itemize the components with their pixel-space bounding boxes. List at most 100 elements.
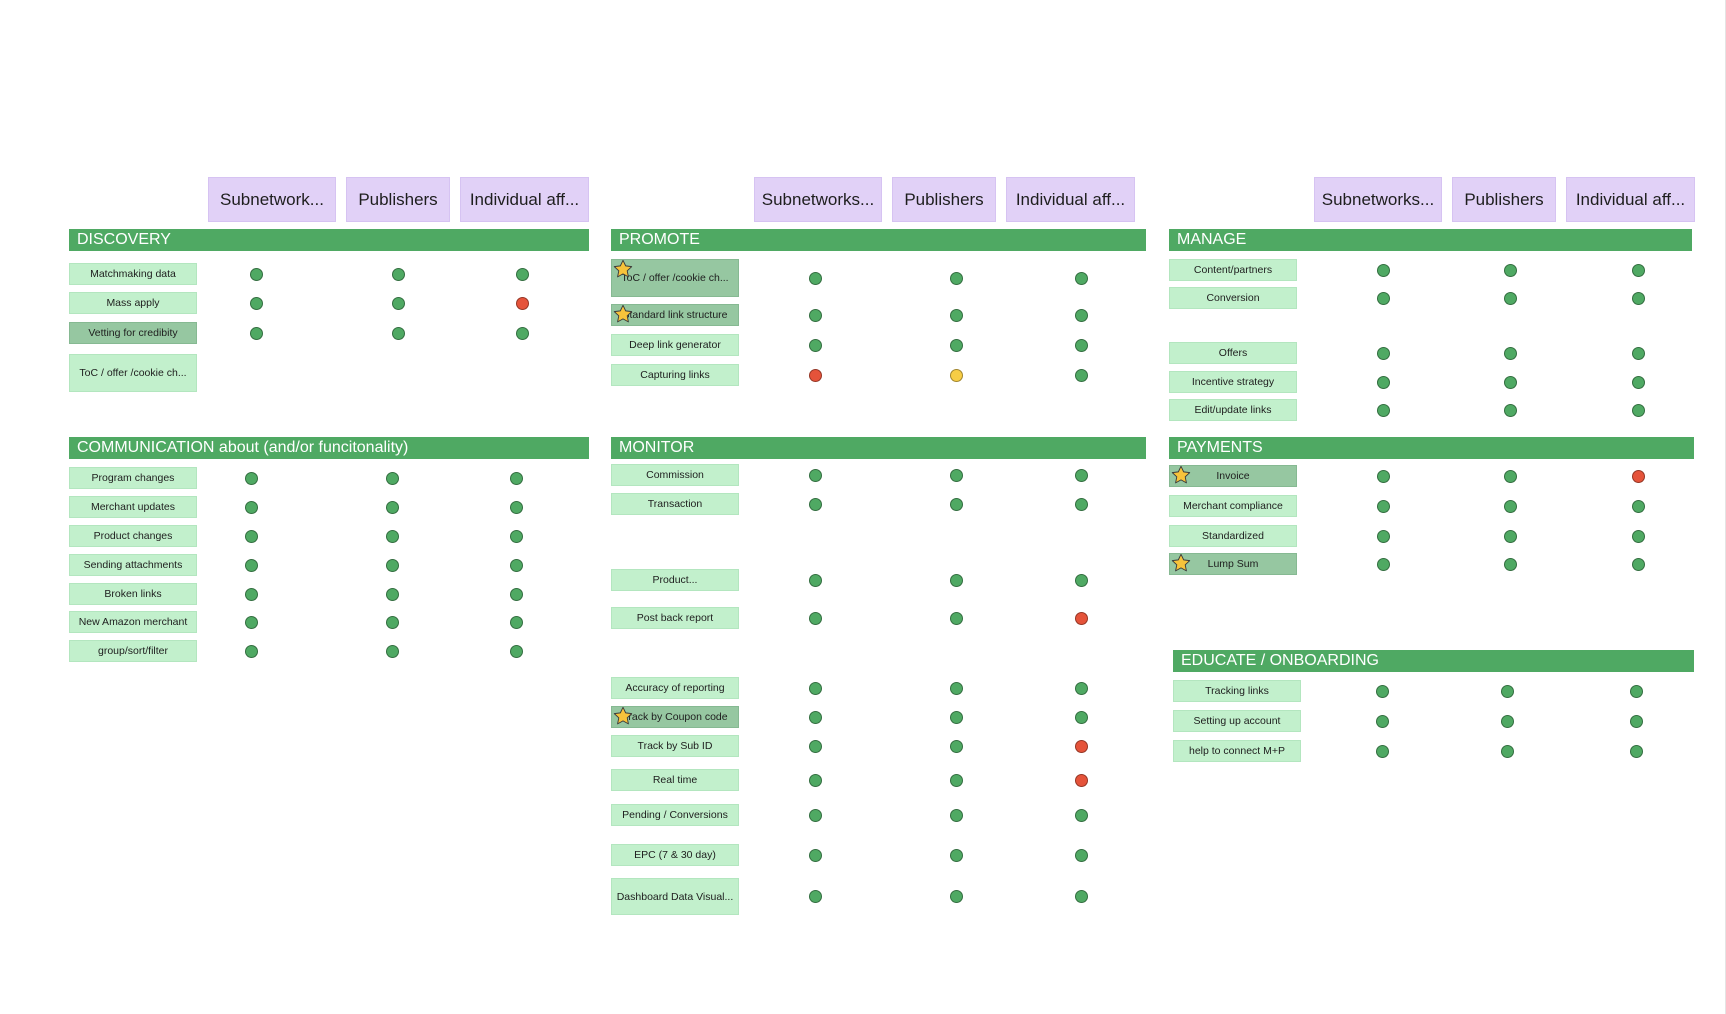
sticky-note[interactable]: ToC / offer /cookie ch... [611, 259, 739, 297]
sticky-note[interactable]: ToC / offer /cookie ch... [69, 354, 197, 392]
sticky-note[interactable]: Product changes [69, 525, 197, 547]
status-dot-red [808, 368, 822, 382]
sticky-note[interactable]: Deep link generator [611, 334, 739, 356]
status-dot-green [1074, 338, 1088, 352]
sticky-note[interactable]: Matchmaking data [69, 263, 197, 285]
sticky-note[interactable]: Track by Sub ID [611, 735, 739, 757]
sticky-note[interactable]: Lump Sum [1169, 553, 1297, 575]
sticky-note[interactable]: Transaction [611, 493, 739, 515]
sticky-note[interactable]: Program changes [69, 467, 197, 489]
sticky-note[interactable]: group/sort/filter [69, 640, 197, 662]
status-dot-green [249, 326, 263, 340]
status-dot-green [509, 615, 523, 629]
sticky-note[interactable]: Invoice [1169, 465, 1297, 487]
sticky-note-label: Product changes [93, 530, 173, 542]
sticky-note-label: Tracking links [1205, 685, 1269, 697]
status-dot-green [385, 615, 399, 629]
sticky-note[interactable]: Tracking links [1173, 680, 1301, 702]
status-dot-yellow [949, 368, 963, 382]
sticky-note[interactable]: EPC (7 & 30 day) [611, 844, 739, 866]
sticky-note[interactable]: Capturing links [611, 364, 739, 386]
sticky-note[interactable]: Content/partners [1169, 259, 1297, 281]
sticky-note[interactable]: Accuracy of reporting [611, 677, 739, 699]
status-dot-green [1631, 346, 1645, 360]
status-dot-green [949, 848, 963, 862]
status-dot-green [808, 681, 822, 695]
status-dot-green [244, 529, 258, 543]
status-dot-green [1376, 557, 1390, 571]
sticky-note-label: Capturing links [640, 369, 710, 381]
sticky-note-label: Standardized [1202, 530, 1264, 542]
sticky-note[interactable]: Vetting for credibity [69, 322, 197, 344]
section-header-educate-onboarding: EDUCATE / ONBOARDING [1173, 650, 1694, 672]
status-dot-green [1376, 403, 1390, 417]
status-dot-green [1631, 403, 1645, 417]
sticky-note[interactable]: Edit/update links [1169, 399, 1297, 421]
sticky-note[interactable]: Track by Coupon code [611, 706, 739, 728]
sticky-note[interactable]: Setting up account [1173, 710, 1301, 732]
sticky-note-label: Mass apply [106, 297, 160, 309]
status-dot-green [1631, 375, 1645, 389]
column-header-individual-affiliates: Individual aff... [1566, 177, 1695, 222]
status-dot-green [1376, 263, 1390, 277]
status-dot-red [1631, 469, 1645, 483]
sticky-note-label: Program changes [91, 472, 175, 484]
sticky-note[interactable]: Standard link structure [611, 304, 739, 326]
sticky-note-label: Edit/update links [1194, 404, 1272, 416]
sticky-note[interactable]: Sending attachments [69, 554, 197, 576]
sticky-note[interactable]: Commission [611, 464, 739, 486]
status-dot-green [244, 587, 258, 601]
sticky-note-label: Standard link structure [622, 309, 728, 321]
sticky-note[interactable]: Post back report [611, 607, 739, 629]
sticky-note[interactable]: New Amazon merchant [69, 611, 197, 633]
sticky-note[interactable]: Real time [611, 769, 739, 791]
sticky-note-label: Pending / Conversions [622, 809, 728, 821]
sticky-note-label: Invoice [1216, 470, 1250, 482]
status-dot-green [1631, 529, 1645, 543]
section-header-monitor: MONITOR [611, 437, 1146, 459]
status-dot-green [249, 296, 263, 310]
sticky-note-label: New Amazon merchant [78, 616, 188, 628]
sticky-note-label: Incentive strategy [1191, 376, 1275, 388]
sticky-note[interactable]: Product... [611, 569, 739, 591]
status-dot-green [1376, 499, 1390, 513]
sticky-note-label: ToC / offer /cookie ch... [621, 272, 729, 284]
sticky-note[interactable]: help to connect M+P [1173, 740, 1301, 762]
sticky-note[interactable]: Standardized [1169, 525, 1297, 547]
sticky-note-label: Track by Coupon code [622, 711, 728, 723]
status-dot-green [509, 644, 523, 658]
sticky-note[interactable]: Merchant compliance [1169, 495, 1297, 517]
status-dot-green [949, 739, 963, 753]
column-header-publishers: Publishers [892, 177, 996, 222]
status-dot-green [1375, 744, 1389, 758]
sticky-note-label: Commission [646, 469, 704, 481]
sticky-note[interactable]: Mass apply [69, 292, 197, 314]
status-dot-green [1500, 714, 1514, 728]
sticky-note[interactable]: Broken links [69, 583, 197, 605]
status-dot-green [1631, 291, 1645, 305]
sticky-note-label: Accuracy of reporting [625, 682, 725, 694]
sticky-note-label: EPC (7 & 30 day) [634, 849, 716, 861]
status-dot-green [808, 338, 822, 352]
sticky-note[interactable]: Merchant updates [69, 496, 197, 518]
status-dot-green [1503, 557, 1517, 571]
status-dot-green [1375, 714, 1389, 728]
sticky-note[interactable]: Offers [1169, 342, 1297, 364]
sticky-note[interactable]: Dashboard Data Visual... [611, 878, 739, 915]
sticky-note[interactable]: Conversion [1169, 287, 1297, 309]
sticky-note[interactable]: Pending / Conversions [611, 804, 739, 826]
section-header-manage: MANAGE [1169, 229, 1692, 251]
status-dot-green [949, 808, 963, 822]
status-dot-green [1503, 263, 1517, 277]
status-dot-green [509, 587, 523, 601]
star-icon [1171, 466, 1191, 484]
status-dot-green [385, 500, 399, 514]
status-dot-green [1500, 684, 1514, 698]
status-dot-green [808, 739, 822, 753]
sticky-note[interactable]: Incentive strategy [1169, 371, 1297, 393]
status-dot-green [949, 773, 963, 787]
sticky-note-label: Conversion [1206, 292, 1260, 304]
sticky-note-label: ToC / offer /cookie ch... [79, 367, 187, 379]
status-dot-green [808, 808, 822, 822]
